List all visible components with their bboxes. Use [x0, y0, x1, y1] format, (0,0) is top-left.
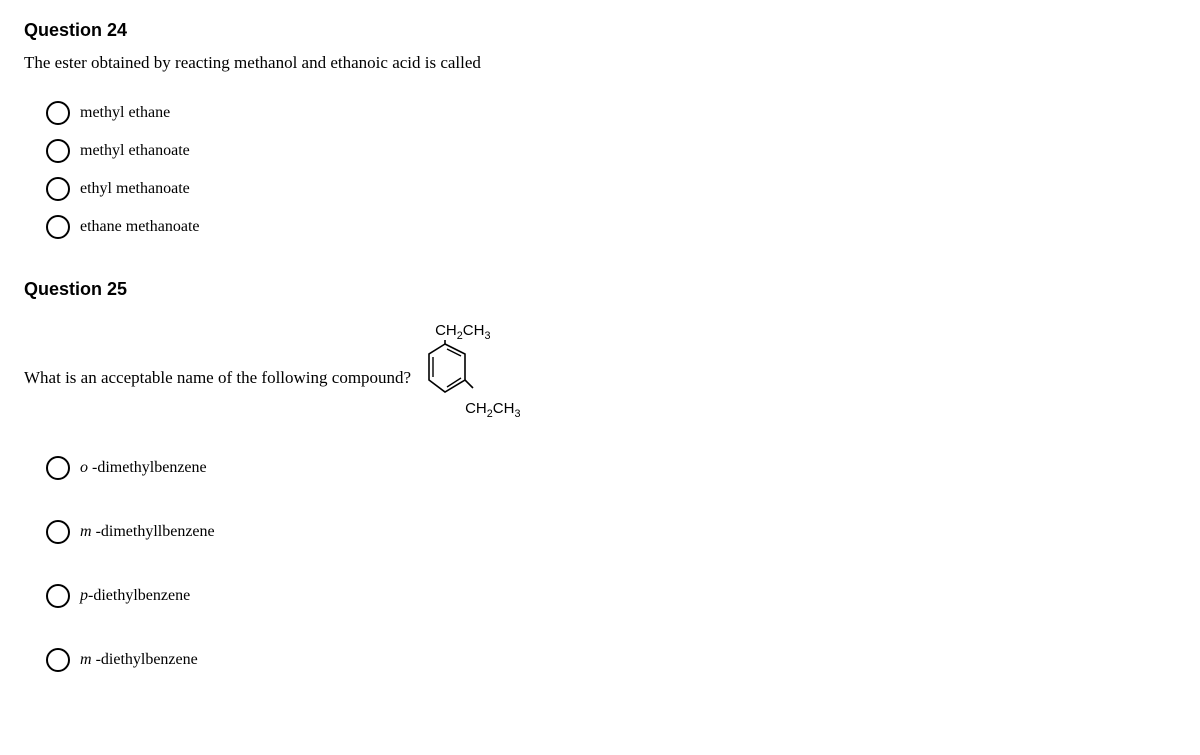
radio-icon[interactable]: [46, 177, 70, 201]
option[interactable]: p-diethylbenzene: [46, 584, 1176, 608]
option-label: methyl ethanoate: [80, 142, 190, 160]
radio-icon[interactable]: [46, 139, 70, 163]
option-label: o -dimethylbenzene: [80, 459, 207, 477]
radio-icon[interactable]: [46, 520, 70, 544]
radio-icon[interactable]: [46, 648, 70, 672]
option[interactable]: ethane methanoate: [46, 215, 1176, 239]
option[interactable]: methyl ethanoate: [46, 139, 1176, 163]
question-25-text: What is an acceptable name of the follow…: [24, 368, 411, 388]
option-label: ethane methanoate: [80, 218, 200, 236]
question-25-prompt-row: What is an acceptable name of the follow…: [24, 328, 1176, 428]
question-24-title: Question 24: [24, 20, 1176, 41]
option[interactable]: m -diethylbenzene: [46, 648, 1176, 672]
option-label: m -diethylbenzene: [80, 651, 198, 669]
option[interactable]: ethyl methanoate: [46, 177, 1176, 201]
question-24: Question 24 The ester obtained by reacti…: [24, 20, 1176, 239]
option-label: ethyl methanoate: [80, 180, 190, 198]
question-24-options: methyl ethane methyl ethanoate ethyl met…: [24, 101, 1176, 239]
question-25-title: Question 25: [24, 279, 1176, 300]
option[interactable]: methyl ethane: [46, 101, 1176, 125]
question-24-text: The ester obtained by reacting methanol …: [24, 53, 1176, 73]
option[interactable]: o -dimethylbenzene: [46, 456, 1176, 480]
option[interactable]: m -dimethyllbenzene: [46, 520, 1176, 544]
radio-icon[interactable]: [46, 456, 70, 480]
radio-icon[interactable]: [46, 215, 70, 239]
option-label: p-diethylbenzene: [80, 587, 190, 605]
benzene-ring-icon: [425, 340, 475, 400]
question-25: Question 25 What is an acceptable name o…: [24, 279, 1176, 672]
option-label: m -dimethyllbenzene: [80, 523, 215, 541]
compound-structure: CH2CH3 CH2CH3: [425, 328, 545, 428]
radio-icon[interactable]: [46, 101, 70, 125]
question-25-options: o -dimethylbenzene m -dimethyllbenzene p…: [24, 456, 1176, 672]
option-label: methyl ethane: [80, 104, 170, 122]
formula-bottom: CH2CH3: [465, 400, 520, 420]
formula-top: CH2CH3: [435, 322, 490, 342]
radio-icon[interactable]: [46, 584, 70, 608]
